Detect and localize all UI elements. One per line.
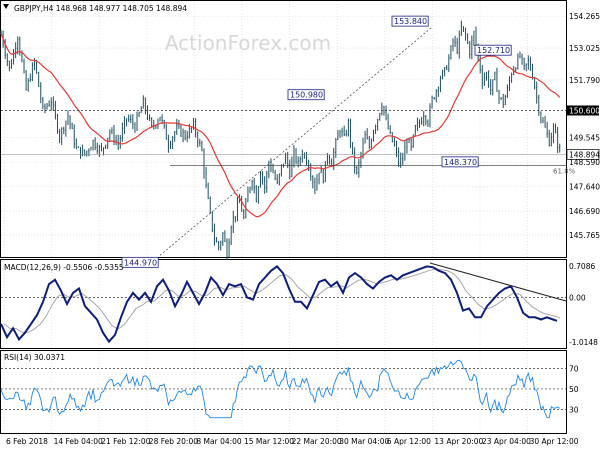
trendline-dashed [159,26,433,256]
y-tick-label: 154.265 [569,12,600,21]
price-chart-title: GBPJPY,H4 148.968 148.977 148.705 148.89… [14,4,187,13]
x-tick-label: 23 Apr 04:00 [482,437,531,446]
level-label: 148.370 [444,158,477,167]
level-label-box [474,44,512,56]
y-tick-label: 150.600 [569,106,600,115]
price-panel-frame [0,0,567,258]
macd-line [0,265,558,344]
macd-panel-frame [0,259,567,349]
x-tick-label: 22 Mar 20:00 [292,437,342,446]
y-tick-label: 148.590 [569,158,600,167]
y-label-box-current [566,149,600,160]
level-label-box [287,89,325,101]
y-tick-label: 148.894 [569,150,600,159]
x-tick-label: 30 Apr 12:00 [530,437,579,446]
y-tick-label: 30 [569,405,579,414]
moving-average-line [0,33,561,218]
rsi-title: RSI(14) 30.0371 [4,353,65,362]
y-tick-label: 50 [569,385,579,394]
y-tick-label: 147.640 [569,183,600,192]
x-tick-label: 6 Feb 2018 [6,437,48,446]
y-tick-label: 153.025 [569,44,600,53]
y-tick-label: 0.00 [569,293,586,302]
x-tick-label: 14 Feb 04:00 [54,437,103,446]
macd-title: MACD(12,26,9) -0.5506 -0.5355 [4,263,124,272]
rsi-y-axis: 70 50 30 [569,364,579,414]
x-tick-label: 21 Feb 12:00 [101,437,150,446]
x-tick-label: 28 Feb 20:00 [149,437,198,446]
x-tick-label: 13 Apr 20:00 [434,437,483,446]
rsi-panel-frame [0,350,567,434]
x-tick-label: 15 Mar 12:00 [244,437,294,446]
y-tick-label: 149.545 [569,134,600,143]
macd-trendline [429,262,567,302]
rsi-line [0,359,560,419]
y-tick-label: -1.0148 [569,338,598,347]
y-tick-label: 0.7086 [569,262,595,271]
x-tick-label: 8 Mar 04:00 [196,437,242,446]
level-label-box [121,256,159,268]
y-tick-label: 146.690 [569,207,600,216]
dropdown-icon[interactable] [3,4,9,9]
price-y-axis: 154.265 153.025 151.790 150.600 149.545 148.8… [566,12,600,240]
x-tick-label: 30 Mar 04:00 [339,437,389,446]
level-label: 150.980 [290,91,323,100]
macd-y-axis: 0.7086 0.00 -1.0148 [569,262,598,347]
level-label: 153.840 [394,17,427,26]
y-tick-label: 151.790 [569,76,600,85]
y-tick-label: 70 [569,364,579,373]
y-tick-label: 145.765 [569,231,600,240]
watermark: ActionForex.com [165,31,331,55]
level-label: 152.710 [477,46,510,55]
x-tick-label: 6 Apr 12:00 [387,437,431,446]
y-label-box-150600 [567,105,599,116]
level-label-box [391,15,429,27]
annotations: 153.840 152.710 150.980 148.370 144.970 61.8% [121,15,576,268]
level-label: 144.970 [124,258,157,267]
fib-label: 61.8% [553,167,576,175]
level-label-box [441,156,479,168]
